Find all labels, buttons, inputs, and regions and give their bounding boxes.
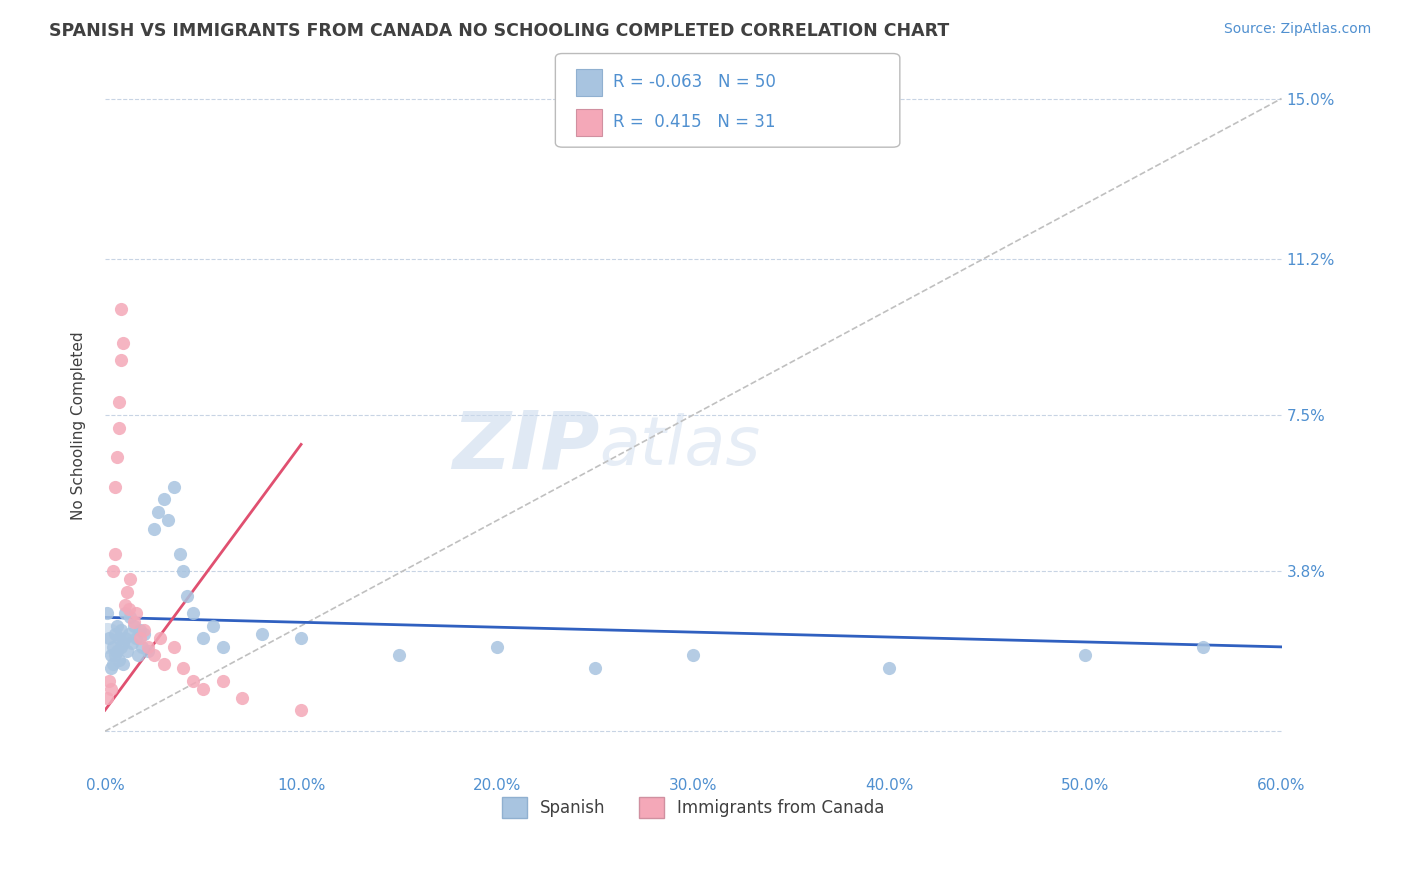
Point (101, 640, 124, 654)
Point (100, 681, 122, 696)
Point (129, 623, 152, 637)
Point (125, 632, 148, 646)
Point (201, 619, 224, 633)
Point (104, 480, 127, 494)
Point (124, 619, 146, 633)
Point (176, 589, 198, 603)
Point (129, 632, 152, 646)
Point (136, 644, 159, 658)
Point (1074, 648, 1097, 663)
Point (107, 420, 129, 434)
Point (96, 632, 118, 646)
Point (211, 673, 233, 688)
Point (104, 648, 127, 663)
Point (114, 598, 136, 612)
Point (121, 635, 143, 649)
Point (290, 632, 312, 646)
Point (100, 661, 122, 675)
Point (156, 513, 179, 527)
Point (211, 640, 233, 654)
Point (110, 302, 132, 317)
Text: R = -0.063   N = 50: R = -0.063 N = 50 (613, 73, 776, 91)
Point (97, 632, 120, 646)
Point (111, 657, 134, 671)
Point (120, 610, 142, 624)
Point (97, 673, 120, 688)
Point (104, 547, 127, 561)
Point (583, 661, 606, 675)
Point (162, 480, 184, 494)
Point (231, 690, 253, 705)
Point (114, 606, 136, 620)
Point (110, 353, 132, 368)
Point (134, 623, 156, 637)
Point (107, 632, 129, 646)
Legend: Spanish, Immigrants from Canada: Spanish, Immigrants from Canada (495, 790, 891, 824)
Point (105, 644, 128, 658)
Point (104, 627, 127, 641)
Point (96, 690, 118, 705)
Point (105, 450, 128, 464)
Point (111, 635, 134, 649)
Point (153, 492, 176, 507)
Text: SPANISH VS IMMIGRANTS FROM CANADA NO SCHOOLING COMPLETED CORRELATION CHART: SPANISH VS IMMIGRANTS FROM CANADA NO SCH… (49, 22, 949, 40)
Point (162, 640, 184, 654)
Point (191, 632, 214, 646)
Point (124, 615, 146, 629)
Point (110, 640, 132, 654)
Point (153, 657, 176, 671)
Point (143, 522, 166, 536)
Point (111, 336, 134, 351)
Point (134, 627, 156, 641)
Point (136, 640, 159, 654)
Point (110, 623, 132, 637)
Point (117, 602, 139, 616)
Point (682, 648, 704, 663)
Point (879, 661, 901, 675)
Point (105, 619, 128, 633)
Point (149, 632, 172, 646)
Point (120, 573, 142, 587)
Point (388, 648, 411, 663)
Point (115, 644, 138, 658)
Point (1192, 640, 1215, 654)
Point (125, 606, 148, 620)
Point (146, 505, 169, 519)
Point (172, 564, 194, 578)
Point (181, 606, 204, 620)
Point (486, 640, 509, 654)
Point (107, 395, 129, 409)
Point (117, 627, 139, 641)
Point (250, 627, 273, 641)
Point (96, 606, 118, 620)
Point (143, 648, 166, 663)
Point (127, 648, 149, 663)
Point (100, 648, 122, 663)
Text: atlas: atlas (599, 413, 761, 479)
Point (181, 673, 204, 688)
Point (169, 547, 191, 561)
Point (115, 585, 138, 599)
Point (101, 657, 124, 671)
Point (101, 564, 124, 578)
Text: ZIP: ZIP (451, 408, 599, 485)
Point (191, 681, 214, 696)
Y-axis label: No Schooling Completed: No Schooling Completed (72, 331, 86, 520)
Point (114, 632, 136, 646)
Point (131, 640, 153, 654)
Point (172, 661, 194, 675)
Text: Source: ZipAtlas.com: Source: ZipAtlas.com (1223, 22, 1371, 37)
Point (107, 652, 129, 666)
Text: R =  0.415   N = 31: R = 0.415 N = 31 (613, 112, 776, 130)
Point (290, 703, 312, 717)
